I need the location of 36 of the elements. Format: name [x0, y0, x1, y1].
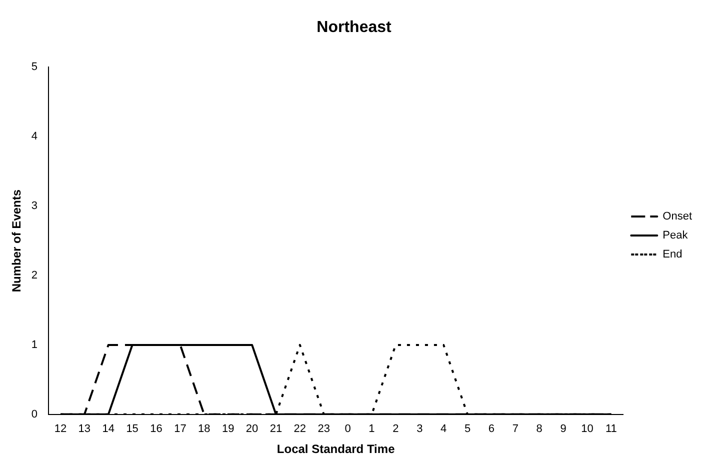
x-tick-label: 5 [464, 423, 471, 436]
legend-label: Onset [662, 210, 692, 223]
x-tick-label: 14 [102, 423, 114, 436]
x-tick-label: 23 [318, 423, 330, 436]
x-tick-label: 1 [368, 423, 375, 436]
x-tick-label: 11 [605, 423, 617, 436]
x-tick-label: 9 [560, 423, 566, 436]
y-tick-label: 4 [31, 130, 38, 143]
x-tick-label: 17 [174, 423, 186, 436]
x-tick-label: 18 [198, 423, 210, 436]
y-tick-label: 1 [31, 338, 38, 351]
x-tick-label: 10 [581, 423, 594, 436]
x-tick-label: 8 [536, 423, 542, 436]
x-tick-label: 22 [294, 423, 306, 436]
y-tick-label: 5 [31, 61, 38, 74]
x-tick-label: 3 [416, 423, 423, 436]
y-tick-label: 2 [31, 270, 38, 282]
x-tick-label: 21 [270, 423, 282, 436]
x-tick-label: 20 [246, 423, 258, 436]
x-tick-label: 6 [488, 423, 495, 436]
x-axis-title: Local Standard Time [276, 442, 396, 456]
x-tick-label: 0 [344, 423, 351, 436]
x-tick-label: 13 [78, 423, 91, 436]
y-tick-label: 0 [31, 408, 38, 420]
x-tick-label: 7 [512, 423, 518, 436]
x-tick-label: 12 [54, 423, 67, 436]
x-tick-label: 19 [222, 423, 234, 436]
legend-label: Peak [662, 230, 688, 242]
legend-label: End [662, 248, 682, 261]
x-tick-label: 15 [126, 423, 138, 436]
y-tick-label: 3 [31, 200, 38, 212]
chart-title: Northeast [316, 19, 392, 36]
x-tick-label: 2 [392, 423, 399, 436]
y-axis-title: Number of Events [10, 189, 24, 292]
x-tick-label: 4 [440, 423, 447, 436]
x-tick-label: 16 [150, 423, 162, 436]
